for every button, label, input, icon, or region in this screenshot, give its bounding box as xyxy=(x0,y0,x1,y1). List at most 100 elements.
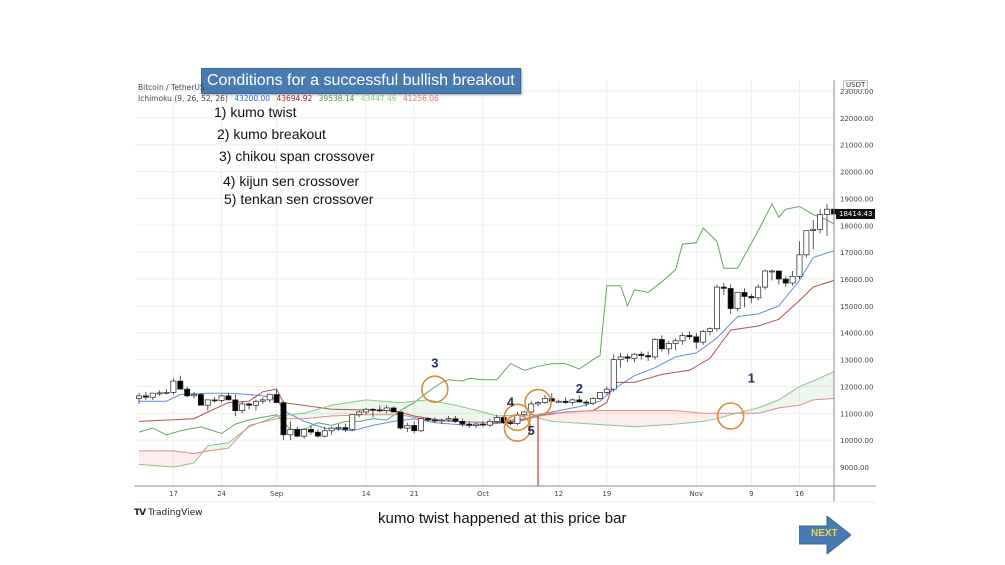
kumo-cloud-segment xyxy=(194,452,198,464)
kumo-cloud-segment xyxy=(427,399,432,421)
candle-up xyxy=(597,392,603,399)
y-tick-label: 13000.00 xyxy=(840,357,873,365)
y-tick-label: 16000.00 xyxy=(840,276,873,284)
candle-up xyxy=(266,394,273,401)
kumo-cloud-segment xyxy=(572,411,576,423)
kumo-cloud-segment xyxy=(142,450,146,465)
kumo-cloud-segment xyxy=(145,450,150,466)
tradingview-logo: TV TradingView xyxy=(134,508,203,518)
candle-up xyxy=(301,429,308,437)
annotation-5: 5 xyxy=(528,423,535,438)
kumo-cloud-segment xyxy=(761,405,766,413)
candle-up xyxy=(287,429,294,436)
kumo-cloud-segment xyxy=(544,413,549,421)
candle-up xyxy=(569,399,576,403)
kumo-cloud-segment xyxy=(806,382,810,403)
candle-down xyxy=(294,429,301,437)
kumo-cloud-segment xyxy=(190,453,195,464)
candle-up xyxy=(486,421,493,426)
kumo-cloud-segment xyxy=(139,450,143,465)
kumo-cloud-segment xyxy=(472,409,477,423)
candle-up xyxy=(631,353,638,359)
x-tick-label: 12 xyxy=(554,490,563,498)
candle-up xyxy=(239,403,246,411)
candle-up xyxy=(259,399,266,402)
candle-up xyxy=(817,214,824,230)
kumo-cloud-segment xyxy=(176,451,181,467)
kumo-cloud-segment xyxy=(627,410,631,427)
kumo-cloud-segment xyxy=(317,408,322,418)
kumo-cloud-segment xyxy=(672,410,676,425)
candle-down xyxy=(576,399,583,403)
kumo-cloud-segment xyxy=(782,395,786,408)
kumo-cloud-segment xyxy=(207,445,212,451)
candle-down xyxy=(197,394,204,406)
kumo-cloud-segment xyxy=(218,443,222,450)
candle-up xyxy=(149,392,156,398)
next-button[interactable]: NEXT xyxy=(799,516,851,554)
candle-up xyxy=(803,230,810,256)
candle-up xyxy=(810,228,817,232)
kumo-cloud-segment xyxy=(644,410,649,427)
candle-down xyxy=(142,395,149,398)
y-tick-label: 19000.00 xyxy=(840,195,873,203)
arrow-right-icon xyxy=(799,516,851,554)
candle-down xyxy=(232,399,239,411)
candle-up xyxy=(734,292,741,309)
y-tick-label: 11000.00 xyxy=(840,410,873,418)
series-senkou-span-a xyxy=(138,371,835,468)
kumo-cloud-segment xyxy=(569,411,573,423)
candle-down xyxy=(775,270,782,280)
candle-down xyxy=(211,399,218,402)
kumo-cloud-segment xyxy=(486,412,490,423)
candle-up xyxy=(473,423,480,426)
kumo-cloud-segment xyxy=(830,371,834,399)
kumo-cloud-segment xyxy=(555,412,559,422)
kumo-cloud-segment xyxy=(706,413,711,421)
kumo-cloud-segment xyxy=(816,377,821,400)
candle-down xyxy=(748,296,755,299)
kumo-cloud-segment xyxy=(589,410,594,425)
candle-up xyxy=(769,270,775,273)
kumo-cloud-segment xyxy=(696,412,700,423)
kumo-cloud-segment xyxy=(348,402,353,416)
kumo-cloud-segment xyxy=(483,411,487,423)
highlight-circle xyxy=(716,402,745,430)
candle-up xyxy=(535,402,541,405)
kumo-cloud-segment xyxy=(613,410,618,426)
candle-down xyxy=(548,398,555,402)
kumo-cloud-segment xyxy=(469,408,473,423)
kumo-cloud-segment xyxy=(593,410,597,425)
kumo-cloud-segment xyxy=(651,410,655,426)
indicator-legend: Ichimoku (9, 26, 52, 26) 43200.00 43694.… xyxy=(138,94,443,103)
x-tick-label: 21 xyxy=(410,490,419,498)
y-tick-label: 23000.00 xyxy=(840,88,873,96)
x-tick-label: Nov xyxy=(689,490,703,498)
candle-down xyxy=(693,336,700,343)
kumo-cloud-segment xyxy=(156,450,160,466)
kumo-cloud-segment xyxy=(410,401,415,418)
y-tick-label: 9000.00 xyxy=(840,464,869,472)
candle-up xyxy=(191,394,197,397)
kumo-cloud-segment xyxy=(455,405,459,422)
kumo-cloud-segment xyxy=(637,410,642,427)
currency-badge[interactable]: USDT xyxy=(843,80,869,90)
kumo-cloud-segment xyxy=(692,412,697,423)
kumo-cloud-segment xyxy=(424,399,428,421)
kumo-cloud-segment xyxy=(758,406,762,414)
kumo-cloud-segment xyxy=(403,401,408,417)
highlight-circle xyxy=(524,388,552,417)
candle-down xyxy=(246,403,253,406)
kumo-cloud-segment xyxy=(331,404,336,417)
highlight-circle xyxy=(421,375,449,403)
y-tick-label: 15000.00 xyxy=(840,303,873,311)
y-tick-label: 12000.00 xyxy=(840,383,873,391)
x-tick-label: Sep xyxy=(270,490,284,498)
kumo-cloud-segment xyxy=(421,400,425,420)
kumo-cloud-segment xyxy=(465,407,470,423)
kumo-cloud-segment xyxy=(462,406,466,422)
condition-5: 5) tenkan sen crossover xyxy=(224,191,374,207)
kumo-cloud-segment xyxy=(799,385,803,406)
kumo-cloud-segment xyxy=(685,411,690,424)
y-tick-label: 22000.00 xyxy=(840,115,873,123)
